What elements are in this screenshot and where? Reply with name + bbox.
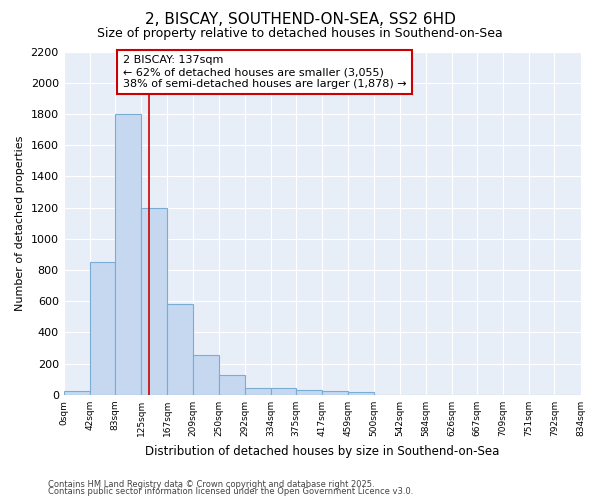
- Text: Contains public sector information licensed under the Open Government Licence v3: Contains public sector information licen…: [48, 487, 413, 496]
- Bar: [193, 355, 218, 395]
- Y-axis label: Number of detached properties: Number of detached properties: [15, 136, 25, 311]
- Text: Contains HM Land Registry data © Crown copyright and database right 2025.: Contains HM Land Registry data © Crown c…: [48, 480, 374, 489]
- Bar: [218, 374, 245, 395]
- Bar: [167, 304, 193, 395]
- Bar: [348, 392, 374, 395]
- Bar: [141, 208, 167, 395]
- Bar: [271, 388, 296, 395]
- Text: 2, BISCAY, SOUTHEND-ON-SEA, SS2 6HD: 2, BISCAY, SOUTHEND-ON-SEA, SS2 6HD: [145, 12, 455, 28]
- Bar: [296, 390, 322, 395]
- Bar: [89, 262, 115, 395]
- Bar: [115, 114, 141, 395]
- Bar: [322, 391, 348, 395]
- Text: Size of property relative to detached houses in Southend-on-Sea: Size of property relative to detached ho…: [97, 28, 503, 40]
- Bar: [64, 391, 89, 395]
- Bar: [245, 388, 271, 395]
- Text: 2 BISCAY: 137sqm
← 62% of detached houses are smaller (3,055)
38% of semi-detach: 2 BISCAY: 137sqm ← 62% of detached house…: [122, 56, 406, 88]
- X-axis label: Distribution of detached houses by size in Southend-on-Sea: Distribution of detached houses by size …: [145, 444, 499, 458]
